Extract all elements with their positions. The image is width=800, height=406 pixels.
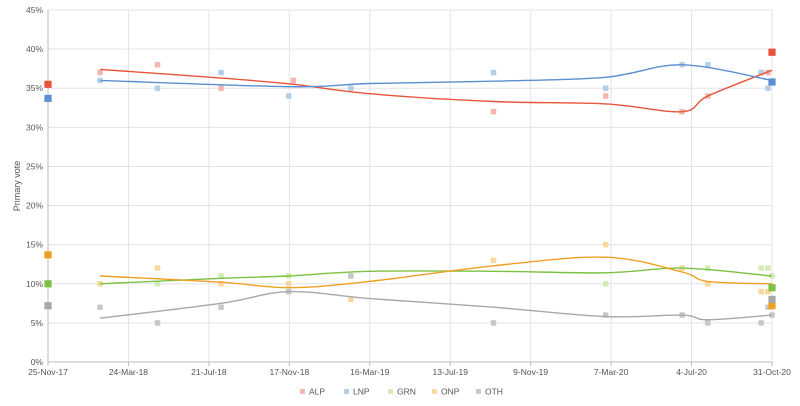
alp-latest-marker — [768, 48, 776, 56]
y-tick-label: 35% — [26, 83, 43, 93]
alp-poll-point — [97, 69, 103, 76]
oth-election-marker — [44, 302, 52, 310]
election-and-latest-markers — [44, 48, 776, 310]
legend-swatch-oth — [476, 389, 481, 394]
legend: ALP LNP GRN ONP OTH — [300, 387, 503, 397]
lnp-poll-point — [154, 85, 161, 92]
legend-swatch-lnp — [344, 389, 349, 394]
onp-poll-point — [490, 257, 497, 264]
oth-poll-point — [154, 320, 161, 326]
x-tick-label: 24-Mar-18 — [109, 367, 148, 377]
onp-poll-point — [704, 280, 711, 287]
x-tick-label: 4-Jul-20 — [676, 367, 707, 377]
x-axis-ticks: 25-Nov-17 24-Mar-18 21-Jul-18 17-Nov-18 16-M… — [28, 367, 791, 377]
onp-poll-point — [97, 280, 103, 287]
grn-poll-point — [602, 280, 609, 287]
y-tick-label: 0% — [31, 357, 44, 367]
y-tick-label: 5% — [31, 318, 44, 328]
grn-poll-point — [154, 280, 161, 287]
oth-trend-line — [100, 290, 773, 321]
y-tick-label: 25% — [26, 161, 43, 171]
alp-poll-point — [490, 108, 497, 115]
onp-latest-marker — [768, 302, 776, 310]
grn-election-marker — [44, 280, 52, 288]
alp-poll-point — [290, 77, 297, 84]
x-tick-label: 17-Nov-18 — [269, 367, 309, 377]
x-tick-label: 25-Nov-17 — [28, 367, 68, 377]
y-tick-label: 10% — [26, 279, 43, 289]
oth-latest-marker — [768, 295, 776, 304]
alp-election-marker — [44, 80, 52, 88]
onp-election-marker — [44, 251, 52, 259]
onp-trend-line — [100, 256, 773, 289]
x-tick-label: 16-Mar-19 — [350, 367, 389, 377]
legend-label-oth: OTH — [485, 387, 503, 397]
legend-label-lnp: LNP — [353, 387, 370, 397]
lnp-poll-point — [704, 61, 711, 68]
legend-swatch-grn — [388, 389, 393, 394]
x-tick-label: 21-Jul-18 — [191, 367, 227, 377]
oth-poll-point — [769, 312, 775, 318]
onp-poll-point — [154, 265, 161, 271]
poll-points — [97, 61, 775, 326]
oth-poll-point — [97, 304, 103, 311]
oth-poll-point — [490, 320, 497, 326]
y-tick-label: 45% — [26, 5, 43, 15]
grn-poll-point — [765, 265, 771, 271]
lnp-poll-point — [765, 85, 771, 92]
lnp-poll-point — [348, 85, 354, 92]
lnp-latest-marker — [768, 78, 776, 86]
oth-poll-point — [218, 304, 224, 311]
y-tick-label: 15% — [26, 240, 43, 250]
oth-poll-point — [704, 320, 711, 326]
alp-poll-point — [154, 61, 161, 68]
alp-poll-point — [602, 93, 609, 99]
x-tick-label: 9-Nov-19 — [513, 367, 548, 377]
onp-poll-point — [602, 241, 609, 248]
lnp-poll-point — [218, 69, 224, 76]
y-axis-ticks: 0% 5% 10% 15% 20% 25% 30% 35% 40% 45% — [26, 5, 43, 367]
grn-latest-marker — [768, 284, 776, 292]
x-tick-label: 31-Oct-20 — [753, 367, 791, 377]
grn-poll-point — [758, 265, 764, 271]
legend-label-alp: ALP — [309, 387, 325, 397]
lnp-election-marker — [44, 94, 52, 102]
legend-swatch-alp — [300, 389, 305, 394]
lnp-poll-point — [97, 77, 103, 84]
oth-poll-point — [348, 273, 354, 279]
lnp-poll-point — [285, 93, 292, 99]
legend-swatch-onp — [432, 389, 437, 394]
y-tick-label: 20% — [26, 201, 43, 211]
lnp-poll-point — [490, 69, 497, 76]
lnp-poll-point — [602, 85, 609, 92]
grn-poll-point — [218, 273, 224, 279]
trend-lines — [100, 64, 773, 321]
alp-trend-line — [100, 68, 773, 113]
lnp-trend-line — [100, 64, 773, 88]
alp-poll-point — [218, 85, 224, 92]
y-axis-label: Primary vote — [12, 161, 22, 212]
onp-poll-point — [285, 280, 292, 287]
oth-poll-point — [758, 320, 764, 326]
y-tick-label: 30% — [26, 122, 43, 132]
onp-poll-point — [758, 288, 764, 295]
legend-label-onp: ONP — [441, 387, 460, 397]
y-tick-label: 40% — [26, 44, 43, 54]
x-tick-label: 13-Jul-19 — [433, 367, 469, 377]
x-tick-label: 7-Mar-20 — [594, 367, 629, 377]
gridlines — [48, 9, 773, 362]
legend-label-grn: GRN — [397, 387, 416, 397]
onp-poll-point — [348, 296, 354, 303]
